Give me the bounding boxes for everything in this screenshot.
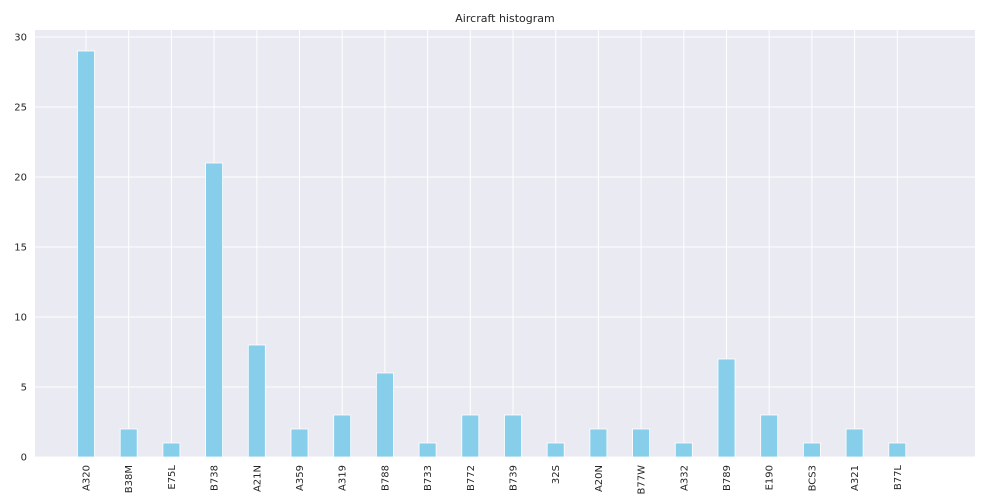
bar-b738 (205, 162, 224, 458)
x-tick-label: B733 (423, 465, 434, 491)
y-axis-ticks: 0 5 10 15 20 25 30 (14, 33, 27, 464)
chart-title: Aircraft histogram (455, 12, 554, 25)
y-tick-label: 30 (14, 33, 27, 44)
y-tick-label: 10 (14, 313, 27, 324)
bar-e75l (162, 442, 181, 458)
bars (77, 50, 907, 458)
x-tick-label: A20N (594, 465, 605, 492)
x-tick-label: BCS3 (807, 465, 818, 491)
y-tick-label: 25 (14, 103, 27, 114)
y-tick-label: 0 (21, 453, 27, 464)
bar-b788 (375, 372, 394, 458)
plot-area (35, 30, 975, 457)
x-tick-label: A21N (252, 465, 263, 492)
bar-b38m (119, 428, 138, 458)
y-tick-label: 5 (21, 383, 27, 394)
x-tick-label: B789 (722, 465, 733, 491)
bar-a20n (589, 428, 608, 458)
x-tick-label: A321 (850, 465, 861, 491)
bar-bcs3 (803, 442, 821, 458)
x-axis-ticks: A320 B38M E75L B738 A21N A359 A319 B788 B733 B772… (82, 465, 904, 495)
y-tick-label: 20 (14, 173, 27, 184)
x-tick-label: A359 (295, 465, 306, 491)
x-tick-label: B788 (380, 465, 391, 491)
bar-b739 (504, 414, 522, 458)
x-tick-label: A320 (82, 465, 93, 491)
x-tick-label: B77L (893, 465, 904, 491)
x-tick-label: E75L (167, 465, 178, 490)
x-tick-label: A319 (338, 465, 349, 491)
bar-32s (546, 442, 565, 458)
bar-a21n (247, 344, 266, 458)
x-tick-label: A332 (679, 465, 690, 491)
bar-b77w (632, 428, 650, 458)
x-tick-label: B738 (210, 465, 221, 491)
x-tick-label: B77W (637, 465, 648, 495)
y-tick-label: 15 (14, 243, 27, 254)
x-tick-label: B739 (509, 465, 520, 491)
bar-a332 (674, 442, 693, 458)
x-tick-label: 32S (551, 465, 562, 484)
bar-a320 (77, 50, 95, 458)
x-tick-label: B772 (466, 465, 477, 491)
bar-b772 (461, 414, 480, 458)
bar-b77l (888, 442, 907, 458)
x-tick-label: E190 (765, 465, 776, 490)
bar-a319 (333, 414, 352, 458)
bar-a321 (845, 428, 864, 458)
bar-b733 (418, 442, 437, 458)
bar-b789 (717, 358, 736, 458)
x-tick-label: B38M (124, 465, 135, 493)
bar-e190 (760, 414, 779, 458)
bar-a359 (290, 428, 309, 458)
